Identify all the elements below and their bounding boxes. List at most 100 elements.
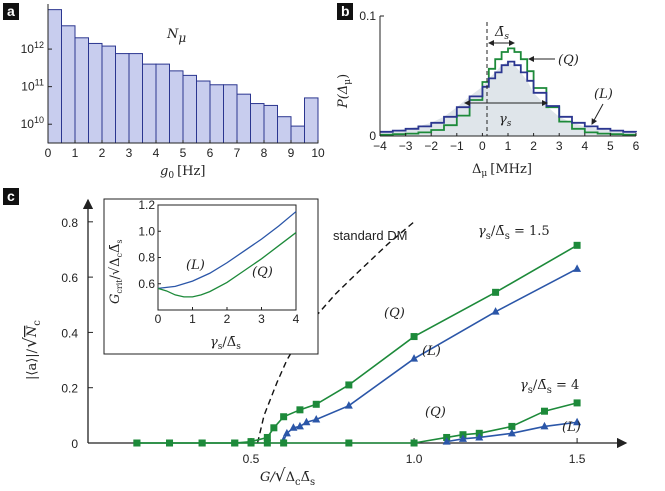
triangle-marker: [344, 401, 353, 409]
panel-a-letter: a: [7, 3, 15, 19]
bar: [196, 80, 211, 144]
x-tick-label: 0.5: [243, 452, 260, 466]
x-tick-label: 1: [189, 312, 196, 326]
triangle-marker: [289, 423, 298, 431]
x-tick-label: 1: [505, 139, 512, 153]
x-tick-label: 3: [126, 146, 133, 160]
panel-b-plot: [380, 47, 637, 136]
y-tick-label: 0.1: [359, 9, 376, 23]
x-tick-label: 3: [258, 312, 265, 326]
panel-a-bars: [47, 9, 319, 144]
triangle-marker: [458, 434, 467, 442]
x-tick-label: 4: [153, 146, 160, 160]
panel-c-L-label-bottom: (L): [562, 420, 581, 435]
bar: [250, 103, 265, 144]
y-tick-label: 1010: [21, 115, 44, 131]
y-tick-label: 0.8: [61, 216, 78, 230]
square-marker: [345, 439, 353, 447]
x-tick-label: 4: [581, 139, 588, 153]
panel-c-letter: c: [7, 188, 15, 204]
panel-a-xlabel: g0 [Hz]: [160, 164, 205, 181]
panel-a-y-ticks: 1012 1011 1010: [21, 40, 52, 131]
bar: [304, 97, 319, 144]
y-tick-label: 0: [71, 437, 78, 451]
x-tick-label: 5: [180, 146, 187, 160]
triangle-marker: [540, 421, 549, 430]
square-marker: [410, 439, 418, 447]
bar: [277, 116, 292, 144]
triangle-marker: [475, 432, 484, 441]
square-marker: [573, 241, 581, 249]
triangle-marker: [312, 415, 321, 423]
x-tick-label: 1.5: [569, 452, 586, 466]
square-marker: [573, 399, 581, 407]
panel-c-y-ticks: 0 0.2 0.4 0.6 0.8: [61, 216, 93, 451]
x-tick-label: 9: [288, 146, 295, 160]
square-marker: [410, 333, 418, 341]
square-marker: [280, 439, 288, 447]
square-marker: [540, 407, 548, 415]
panel-c-Q-label-bottom: (Q): [425, 405, 446, 420]
y-tick-label: 1.0: [138, 224, 155, 238]
square-marker: [247, 439, 255, 447]
x-tick-label: 1: [72, 146, 79, 160]
bar: [74, 37, 89, 144]
inset-series-line: [157, 211, 297, 289]
y-tick-label: 0.6: [61, 271, 78, 285]
panel-c: c 0.5 1.0 1.5 0 0.2 0.4 0.6 0.8 |⟨a⟩|/√Nc G/√Δ…: [3, 188, 628, 488]
triangle-marker: [573, 264, 582, 272]
panel-b-delta-label: Δ̄s: [494, 25, 509, 42]
triangle-marker: [410, 354, 419, 362]
panel-b-y-ticks: 00.1: [359, 9, 384, 143]
series-line: [380, 47, 636, 136]
square-marker: [312, 400, 320, 408]
inset-xlabel: γs/Δ̄s: [210, 335, 241, 352]
x-tick-label: 0: [155, 312, 162, 326]
panel-b-badge: [337, 3, 353, 20]
panel-b-L-label: (L): [594, 87, 613, 102]
bar: [128, 53, 143, 144]
square-marker: [263, 433, 271, 441]
square-marker: [166, 439, 174, 447]
inset-x-ticks: 0 1 2 3 4: [155, 307, 300, 326]
square-marker: [345, 381, 353, 389]
inset-frame: [103, 198, 319, 355]
panel-c-Q-label-top: (Q): [384, 306, 405, 321]
triangle-marker: [507, 428, 516, 437]
inset-plot: [157, 211, 297, 298]
bar: [101, 45, 116, 144]
bar: [169, 70, 184, 144]
panel-c-xlabel: G/√ΔcΔ̄s: [260, 466, 315, 488]
panel-b: b −4 −3 −2 −1 0 1 2 3 4 5 6 00.1 P(Δμ) Δμ [MHz] Δ̄s…: [336, 3, 640, 179]
panel-a: a 0 1 2 3 4 5 6 7 8 9 10 1012 1011 1010 Nμ g0 [Hz]: [3, 3, 325, 181]
y-tick-label: 0.4: [61, 326, 78, 340]
bar: [155, 63, 170, 144]
inset-ylabel: Gcrit/√ΔcΔ̄s: [108, 239, 124, 304]
square-marker: [280, 413, 288, 421]
triangle-marker: [491, 307, 500, 315]
y-tick-label: 0: [369, 129, 376, 143]
x-tick-label: 7: [234, 146, 241, 160]
x-tick-label: 8: [261, 146, 268, 160]
inset-y-ticks: 0.6 0.8 1.0 1.2: [138, 198, 161, 291]
panel-c-L-label-top: (L): [422, 344, 441, 359]
panel-b-xlabel: Δμ [MHz]: [472, 162, 532, 179]
x-tick-label: 0: [45, 146, 52, 160]
panel-b-L-pointer: [591, 103, 604, 125]
series-line: [380, 60, 637, 133]
inset-Q-label: (Q): [252, 265, 273, 280]
panel-c-inset: 0 1 2 3 4 0.6 0.8 1.0 1.2 Gcrit/√ΔcΔ̄s γs/Δ̄s (…: [103, 198, 319, 355]
x-tick-label: 6: [633, 139, 640, 153]
panel-c-x-ticks: 0.5 1.0 1.5: [243, 438, 586, 466]
x-tick-label: 2: [224, 312, 231, 326]
panel-a-title: Nμ: [166, 27, 186, 45]
panel-b-Q-label: (Q): [558, 53, 579, 68]
bar: [236, 93, 251, 144]
bar: [61, 25, 76, 144]
x-tick-label: 2: [99, 146, 106, 160]
inset-series-line: [157, 232, 297, 298]
panel-c-standard-dm-label: standard DM: [333, 228, 407, 243]
bar: [182, 74, 197, 144]
triangle-marker: [302, 417, 311, 426]
square-marker: [508, 422, 516, 430]
